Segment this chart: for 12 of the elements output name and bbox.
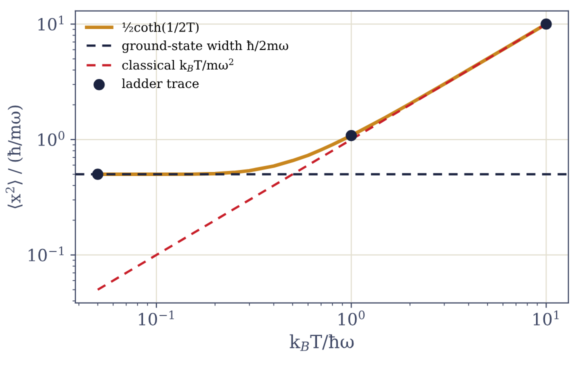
x-tick-label: 10$^{1}$: [534, 310, 559, 326]
legend-label: ½coth(1/2T): [122, 22, 199, 34]
x-tick-label: 10$^{−1}$: [138, 310, 174, 326]
legend-label: ground-state width ħ/2mω: [122, 40, 288, 53]
y-tick-label: 10$^{1}$: [38, 16, 64, 31]
y-axis-title: ⟨x$^{2}$⟩ / (ħ/mω): [6, 106, 23, 208]
y-tick-label: 10$^{0}$: [38, 131, 64, 146]
x-axis-title: k$_{B}$T/ħω: [290, 334, 354, 351]
legend-label: ladder trace: [122, 78, 199, 88]
legend-label: classical k$_{B}$T/mω$^{2}$: [122, 58, 234, 72]
y-tick-label: 10$^{−1}$: [28, 246, 64, 262]
x-tick-label: 10$^{0}$: [338, 310, 365, 326]
